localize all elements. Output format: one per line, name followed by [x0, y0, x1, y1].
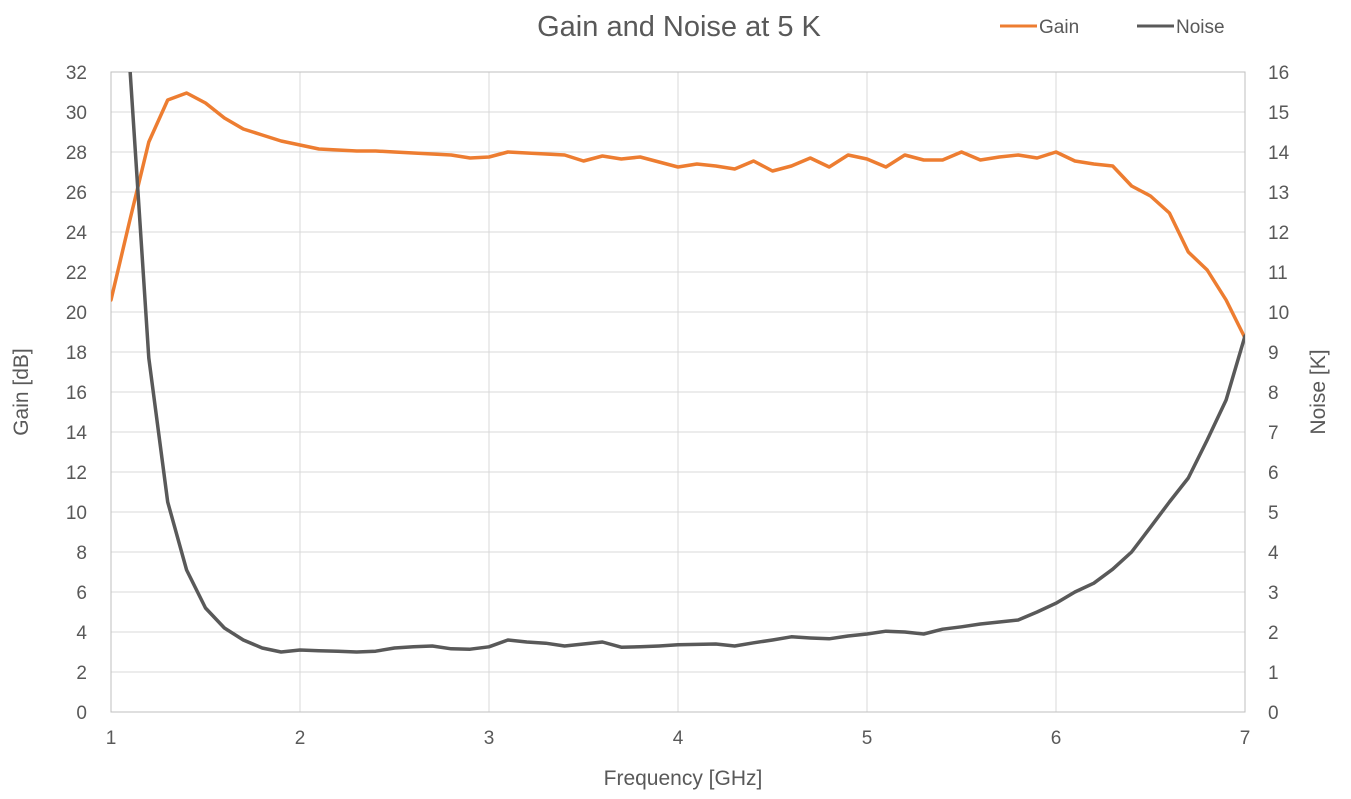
right-y-tick-label: 14: [1268, 143, 1290, 164]
right-y-tick-label: 0: [1268, 703, 1279, 724]
left-y-tick-label: 6: [76, 583, 87, 604]
x-tick-label: 2: [295, 728, 306, 749]
left-y-tick-label: 22: [66, 263, 87, 284]
left-y-tick-label: 10: [66, 503, 87, 524]
right-y-tick-label: 7: [1268, 423, 1279, 444]
x-axis-ticks: 1 2 3 4 5 6 7: [106, 728, 1251, 749]
right-y-tick-label: 9: [1268, 343, 1279, 364]
right-y-tick-label: 4: [1268, 543, 1279, 564]
legend-noise-label: Noise: [1176, 17, 1225, 38]
left-y-tick-label: 16: [66, 383, 87, 404]
x-tick-label: 7: [1240, 728, 1251, 749]
left-y-tick-label: 12: [66, 463, 87, 484]
right-y-tick-label: 5: [1268, 503, 1279, 524]
left-y-tick-label: 20: [66, 303, 87, 324]
left-y-tick-label: 32: [66, 63, 87, 84]
gain-series-line: [111, 91, 1245, 340]
x-tick-label: 3: [484, 728, 495, 749]
right-y-tick-label: 12: [1268, 223, 1289, 244]
right-y-tick-label: 2: [1268, 623, 1279, 644]
left-y-tick-label: 28: [66, 143, 87, 164]
right-y-tick-label: 13: [1268, 183, 1289, 204]
left-y-axis-label: Gain [dB]: [10, 348, 33, 436]
right-y-tick-label: 6: [1268, 463, 1279, 484]
series-lines: [111, 72, 1245, 654]
legend-gain-label: Gain: [1039, 17, 1079, 38]
right-y-tick-label: 8: [1268, 383, 1279, 404]
right-y-tick-label: 11: [1268, 263, 1288, 284]
plot-frame: [110, 71, 1246, 713]
left-y-tick-label: 26: [66, 183, 87, 204]
left-y-tick-label: 18: [66, 343, 87, 364]
right-y-tick-label: 15: [1268, 103, 1289, 124]
right-y-tick-label: 10: [1268, 303, 1289, 324]
right-y-tick-label: 1: [1268, 663, 1279, 684]
noise-series-line: [128, 72, 1245, 654]
x-axis-label: Frequency [GHz]: [604, 767, 763, 790]
left-y-tick-label: 8: [76, 543, 87, 564]
left-y-tick-label: 4: [76, 623, 87, 644]
x-tick-label: 4: [673, 728, 684, 749]
x-tick-label: 1: [106, 728, 117, 749]
left-y-tick-label: 0: [76, 703, 87, 724]
x-tick-label: 6: [1051, 728, 1062, 749]
right-y-axis-label: Noise [K]: [1307, 349, 1330, 434]
left-y-tick-label: 2: [76, 663, 87, 684]
left-y-tick-label: 14: [66, 423, 88, 444]
chart-title: Gain and Noise at 5 K: [537, 11, 821, 43]
x-tick-label: 5: [862, 728, 873, 749]
left-y-tick-label: 30: [66, 103, 87, 124]
right-y-tick-label: 3: [1268, 583, 1279, 604]
right-y-tick-label: 16: [1268, 63, 1289, 84]
left-y-tick-label: 24: [66, 223, 88, 244]
legend: Gain Noise: [1000, 17, 1225, 38]
